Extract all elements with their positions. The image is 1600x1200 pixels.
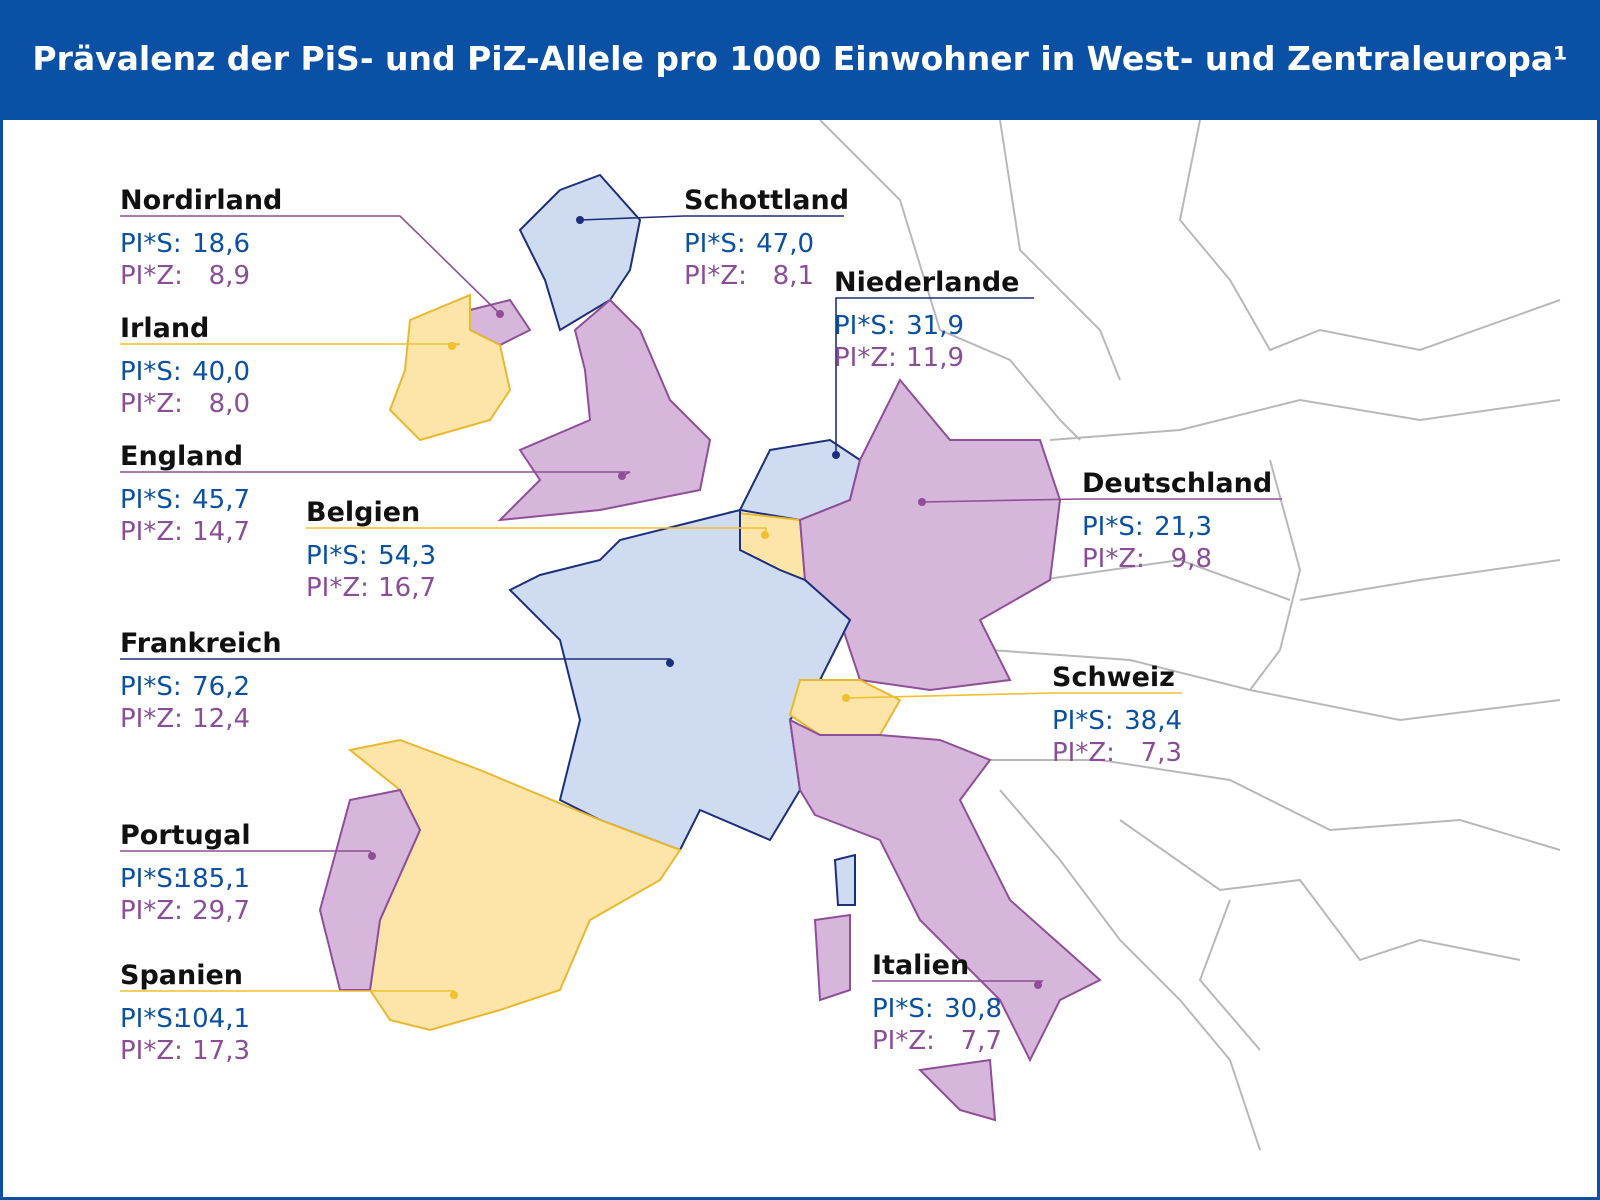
piz-value: 29,7 xyxy=(192,896,250,926)
piz-value: 8,1 xyxy=(773,261,814,291)
title: Prävalenz der PiS- und PiZ-Allele pro 10… xyxy=(32,39,1567,78)
piz-value: 9,8 xyxy=(1171,544,1212,574)
piz-label: PI*Z: xyxy=(120,896,183,926)
marker-dot xyxy=(761,531,769,539)
region-name: England xyxy=(120,441,243,472)
leader-line xyxy=(845,692,1182,699)
portugal-shape xyxy=(318,788,422,991)
piz-value: 17,3 xyxy=(192,1036,250,1066)
leader-line xyxy=(921,498,1282,503)
piz-value: 8,0 xyxy=(209,389,250,419)
piz-label: PI*Z: xyxy=(1052,738,1115,768)
pis-value: 21,3 xyxy=(1154,512,1212,542)
leader-line xyxy=(120,215,501,315)
marker-dot xyxy=(618,472,626,480)
pis-value: 47,0 xyxy=(756,229,814,259)
pis-value: 104,1 xyxy=(176,1004,250,1034)
england-shape xyxy=(497,298,712,522)
piz-value: 14,7 xyxy=(192,517,250,547)
pis-label: PI*S: xyxy=(120,1004,182,1034)
countries xyxy=(318,173,1102,1122)
piz-label: PI*Z: xyxy=(120,389,183,419)
leader-line xyxy=(579,215,844,221)
pis-label: PI*S: xyxy=(1082,512,1144,542)
title-bar xyxy=(0,0,1600,120)
pis-label: PI*S: xyxy=(120,485,182,515)
region-name: Italien xyxy=(872,950,969,981)
pis-value: 185,1 xyxy=(176,864,250,894)
region-name: Nordirland xyxy=(120,185,282,216)
piz-value: 16,7 xyxy=(378,573,436,603)
piz-label: PI*Z: xyxy=(1082,544,1145,574)
piz-label: PI*Z: xyxy=(872,1026,935,1056)
pis-label: PI*S: xyxy=(120,864,182,894)
pis-value: 38,4 xyxy=(1124,706,1182,736)
pis-value: 40,0 xyxy=(192,357,250,387)
pis-value: 45,7 xyxy=(192,485,250,515)
marker-dot xyxy=(918,498,926,506)
pis-label: PI*S: xyxy=(684,229,746,259)
region-name: Deutschland xyxy=(1082,468,1272,499)
marker-dot xyxy=(496,310,504,318)
pis-label: PI*S: xyxy=(120,357,182,387)
pis-label: PI*S: xyxy=(834,311,896,341)
marker-dot xyxy=(832,451,840,459)
piz-value: 7,7 xyxy=(961,1026,1002,1056)
border-lines xyxy=(819,119,1561,1151)
sardinia-shape xyxy=(813,913,851,1002)
region-name: Niederlande xyxy=(834,267,1019,298)
piz-label: PI*Z: xyxy=(834,343,897,373)
pis-value: 18,6 xyxy=(192,229,250,259)
piz-label: PI*Z: xyxy=(306,573,369,603)
corsica-shape xyxy=(833,853,856,906)
france-shape xyxy=(508,508,852,852)
pis-value: 76,2 xyxy=(192,672,250,702)
marker-dot xyxy=(576,216,584,224)
piz-label: PI*Z: xyxy=(120,1036,183,1066)
marker-dot xyxy=(448,342,456,350)
pis-label: PI*S: xyxy=(306,541,368,571)
germany-shape xyxy=(798,378,1062,692)
pis-label: PI*S: xyxy=(872,994,934,1024)
marker-dot xyxy=(450,991,458,999)
region-name: Belgien xyxy=(306,497,420,528)
background-europe xyxy=(819,119,1561,1151)
sicily-shape xyxy=(917,1058,997,1122)
leader-line xyxy=(835,297,1034,455)
pis-label: PI*S: xyxy=(120,672,182,702)
region-name: Schweiz xyxy=(1052,662,1175,693)
piz-label: PI*Z: xyxy=(684,261,747,291)
ireland-shape xyxy=(388,293,512,442)
pis-label: PI*S: xyxy=(1052,706,1114,736)
piz-label: PI*Z: xyxy=(120,517,183,547)
pis-value: 54,3 xyxy=(378,541,436,571)
pis-label: PI*S: xyxy=(120,229,182,259)
marker-dot xyxy=(666,659,674,667)
marker-dot xyxy=(368,852,376,860)
region-name: Irland xyxy=(120,313,209,344)
italy-shape xyxy=(788,718,1102,1063)
pis-value: 30,8 xyxy=(944,994,1002,1024)
piz-value: 12,4 xyxy=(192,704,250,734)
region-name: Portugal xyxy=(120,820,251,851)
piz-label: PI*Z: xyxy=(120,704,183,734)
piz-value: 11,9 xyxy=(906,343,964,373)
region-name: Schottland xyxy=(684,185,849,216)
piz-value: 8,9 xyxy=(209,261,250,291)
marker-dot xyxy=(842,694,850,702)
region-name: Frankreich xyxy=(120,628,282,659)
pis-value: 31,9 xyxy=(906,311,964,341)
piz-value: 7,3 xyxy=(1141,738,1182,768)
region-name: Spanien xyxy=(120,960,243,991)
piz-label: PI*Z: xyxy=(120,261,183,291)
marker-dot xyxy=(1034,981,1042,989)
